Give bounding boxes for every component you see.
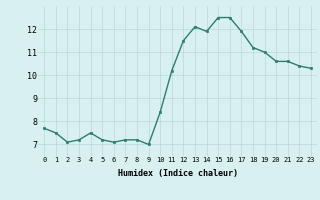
X-axis label: Humidex (Indice chaleur): Humidex (Indice chaleur): [118, 169, 238, 178]
